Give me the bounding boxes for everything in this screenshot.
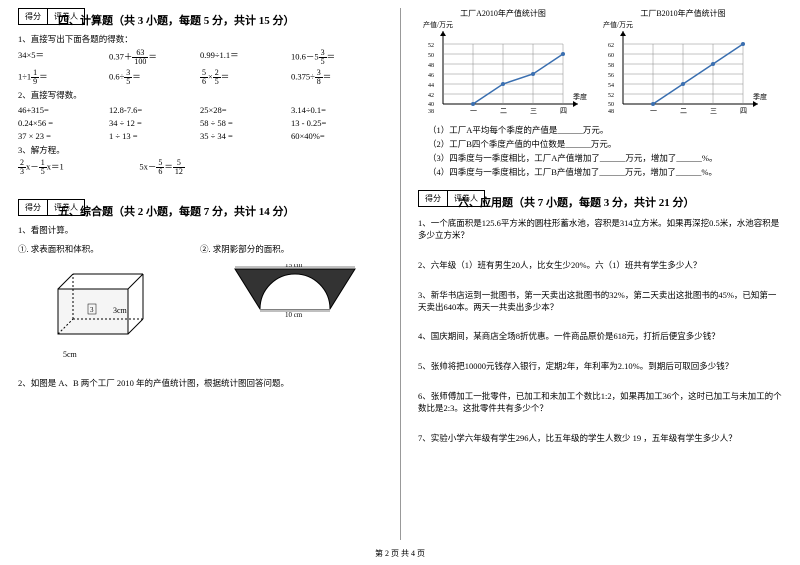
svg-text:48: 48 xyxy=(608,109,614,114)
m2b: 0.6÷35＝ xyxy=(109,69,200,86)
left-column: 得分 评卷人 四、计算题（共 3 小题，每题 5 分，共计 15 分） 1、直接… xyxy=(0,0,400,565)
svg-text:42: 42 xyxy=(428,93,434,99)
svg-text:产值/万元: 产值/万元 xyxy=(423,20,453,29)
m4b: 34 ÷ 12 = xyxy=(109,118,200,128)
math-row-3: 46+315= 12.8-7.6= 25×28= 3.14÷0.1= xyxy=(18,105,382,115)
svg-text:产值/万元: 产值/万元 xyxy=(603,20,633,29)
score-label-5: 得分 xyxy=(19,200,48,215)
p6-7: 7、实验小学六年级有学生296人，比五年级的学生人数少 19 ，五年级有学生多少… xyxy=(418,433,782,445)
q4-1: 1、直接写出下面各题的得数： xyxy=(18,33,382,46)
score-label: 得分 xyxy=(19,9,48,24)
q5-2: 2、如图是 A、B 两个工厂 2010 年的产值统计图，根据统计图回答问题。 xyxy=(18,377,382,390)
q5-1: 1、看图计算。 xyxy=(18,224,382,237)
eq-row: 23x－15x＝1 5x－56＝512 xyxy=(18,159,382,176)
svg-text:二: 二 xyxy=(500,107,507,114)
q5-1b: ②. 求阴影部分的面积。 xyxy=(200,243,382,256)
chart-q4: （4）四季度与一季度相比，工厂B产值增加了______万元，增加了______%… xyxy=(428,166,782,178)
svg-text:62: 62 xyxy=(608,43,614,49)
m3c: 25×28= xyxy=(200,105,291,115)
math-row-5: 37 × 23 = 1 ÷ 13 = 35 ÷ 34 = 60×40%= xyxy=(18,131,382,141)
q4-3: 3、解方程。 xyxy=(18,144,382,157)
svg-text:二: 二 xyxy=(680,107,687,114)
m1a: 34×5＝ xyxy=(18,49,109,66)
chart-q3: （3）四季度与一季度相比，工厂A产值增加了______万元，增加了______%… xyxy=(428,152,782,164)
chart-a-title: 工厂A2010年产值统计图 xyxy=(418,8,588,19)
m4c: 58 ÷ 58 = xyxy=(200,118,291,128)
m5a: 37 × 23 = xyxy=(18,131,109,141)
m4d: 13 - 0.25= xyxy=(291,118,382,128)
m5c: 35 ÷ 34 = xyxy=(200,131,291,141)
svg-text:15 cm: 15 cm xyxy=(285,264,303,269)
svg-text:10 cm: 10 cm xyxy=(285,311,303,319)
p6-2: 2、六年级（1）班有男生20人，比女生少20%。六（1）班共有学生多少人？ xyxy=(418,260,782,272)
trapezoid-diagram: 15 cm 10 cm xyxy=(230,264,360,319)
svg-text:54: 54 xyxy=(608,83,614,89)
svg-text:44: 44 xyxy=(428,83,434,89)
m4a: 0.24×56 = xyxy=(18,118,109,128)
svg-text:52: 52 xyxy=(428,43,434,49)
svg-text:40: 40 xyxy=(428,102,434,108)
svg-text:四: 四 xyxy=(560,107,567,114)
p6-4: 4、国庆期间，某商店全场8折优惠。一件商品原价是618元，打折后便宜多少钱？ xyxy=(418,331,782,343)
svg-text:48: 48 xyxy=(428,63,434,69)
m2c: 56×25＝ xyxy=(200,69,291,86)
eq1: 23x－15x＝1 xyxy=(18,159,139,176)
section-5-title: 五、综合题（共 2 小题，每题 7 分，共计 14 分） xyxy=(58,203,382,219)
p6-3: 3、新华书店运到一批图书，第一天卖出这批图书的32%，第二天卖出这批图书的45%… xyxy=(418,290,782,314)
p6-1: 1、一个底面积是125.6平方米的圆柱形蓄水池，容积是314立方米。如果再深挖0… xyxy=(418,218,782,242)
chart-q2: （2）工厂B四个季度产值的中位数是______万元。 xyxy=(428,138,782,150)
svg-text:一: 一 xyxy=(470,107,477,114)
svg-text:3: 3 xyxy=(90,306,94,314)
m5b: 1 ÷ 13 = xyxy=(109,131,200,141)
p6-6: 6、张师傅加工一批零件，已加工和未加工个数比1:2，如果再加工36个，这时已加工… xyxy=(418,391,782,415)
charts: 工厂A2010年产值统计图 产值/万元 5250 4846 4442 4038 … xyxy=(418,8,782,116)
section-6-title: 六、应用题（共 7 小题，每题 3 分，共计 21 分） xyxy=(458,194,782,210)
chart-b: 工厂B2010年产值统计图 产值/万元 6260 5856 5452 5048 … xyxy=(598,8,768,116)
right-column: 工厂A2010年产值统计图 产值/万元 5250 4846 4442 4038 … xyxy=(400,0,800,565)
svg-text:四: 四 xyxy=(740,107,747,114)
svg-text:三: 三 xyxy=(530,107,537,114)
q4-2: 2、直接写得数。 xyxy=(18,89,382,102)
page-footer: 第 2 页 共 4 页 xyxy=(0,548,800,559)
m1b: 0.37＋63100＝ xyxy=(109,49,200,66)
m3b: 12.8-7.6= xyxy=(109,105,200,115)
m2a: 1÷119＝ xyxy=(18,69,109,86)
svg-text:56: 56 xyxy=(608,73,614,79)
chart-q1: （1）工厂A平均每个季度的产值是______万元。 xyxy=(428,124,782,136)
m5d: 60×40%= xyxy=(291,131,382,141)
m2d: 0.375÷38＝ xyxy=(291,69,382,86)
svg-text:季度: 季度 xyxy=(753,92,767,101)
m1d: 10.6－535＝ xyxy=(291,49,382,66)
svg-text:58: 58 xyxy=(608,63,614,69)
cube-w-label: 5cm xyxy=(63,350,200,359)
svg-text:52: 52 xyxy=(608,93,614,99)
math-row-4: 0.24×56 = 34 ÷ 12 = 58 ÷ 58 = 13 - 0.25= xyxy=(18,118,382,128)
svg-text:46: 46 xyxy=(428,73,434,79)
svg-text:三: 三 xyxy=(710,107,717,114)
chart-a: 工厂A2010年产值统计图 产值/万元 5250 4846 4442 4038 … xyxy=(418,8,588,116)
svg-text:38: 38 xyxy=(428,109,434,114)
score-label-6: 得分 xyxy=(419,191,448,206)
svg-text:一: 一 xyxy=(650,107,657,114)
m3d: 3.14÷0.1= xyxy=(291,105,382,115)
svg-text:50: 50 xyxy=(428,53,434,59)
cube-diagram: 3 xyxy=(48,264,158,344)
math-row-2: 1÷119＝ 0.6÷35＝ 56×25＝ 0.375÷38＝ xyxy=(18,69,382,86)
svg-text:50: 50 xyxy=(608,102,614,108)
m3a: 46+315= xyxy=(18,105,109,115)
math-row-1: 34×5＝ 0.37＋63100＝ 0.99÷1.1＝ 10.6－535＝ xyxy=(18,49,382,66)
eq2: 5x－56＝512 xyxy=(139,159,260,176)
m1c: 0.99÷1.1＝ xyxy=(200,49,291,66)
chart-b-title: 工厂B2010年产值统计图 xyxy=(598,8,768,19)
svg-text:季度: 季度 xyxy=(573,92,587,101)
q5-1a: ①. 求表面积和体积。 xyxy=(18,243,200,256)
p6-5: 5、张帅将把10000元钱存入银行，定期2年，年利率为2.10%。到期后可取回多… xyxy=(418,361,782,373)
section-4-title: 四、计算题（共 3 小题，每题 5 分，共计 15 分） xyxy=(58,12,382,28)
svg-text:60: 60 xyxy=(608,53,614,59)
